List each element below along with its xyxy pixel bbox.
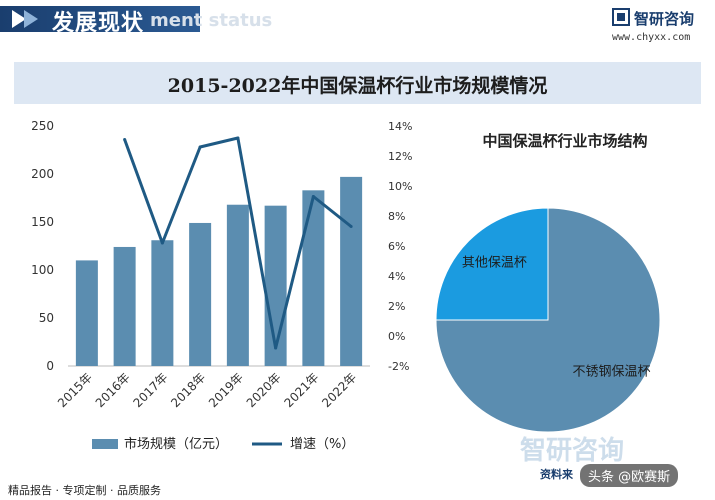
bar [75, 260, 98, 366]
growth-point [198, 145, 202, 149]
y-right-tick-label: 10% [388, 180, 412, 193]
x-tick-label: 2020年 [244, 370, 284, 410]
legend-swatch-bar [92, 439, 118, 449]
chart-title: 2015-2022年中国保温杯行业市场规模情况 [167, 75, 548, 97]
y-right-tick-label: 0% [388, 330, 405, 343]
bar [302, 190, 325, 366]
y-right-tick-label: -2% [388, 360, 409, 373]
growth-point [236, 136, 240, 140]
logo-name: 智研咨询 [634, 10, 695, 28]
y-left-tick-label: 0 [46, 359, 54, 373]
bar-line-chart: 0 50 100 150 200 250 -2% 0% 2% 4% 6% 8% 10% 12% 14% 201… [31, 119, 412, 452]
legend-label-line: 增速（%） [290, 437, 354, 452]
logo-icon [612, 8, 630, 26]
y-right-tick-label: 4% [388, 270, 405, 283]
y-left-tick-label: 250 [31, 119, 54, 133]
bar [189, 222, 212, 366]
y-right-tick-label: 8% [388, 210, 405, 223]
bar [226, 204, 249, 366]
footer-source: 资料来 [540, 468, 573, 481]
logo: 智研咨询 www.chyxx.com [612, 6, 712, 46]
arrow-icon [12, 10, 38, 28]
growth-point [274, 346, 278, 350]
chart-title-band: 2015-2022年中国保温杯行业市场规模情况 [14, 62, 701, 104]
pie-slice-label: 不锈钢保温杯 [573, 365, 651, 380]
legend-label-bar: 市场规模（亿元） [124, 436, 228, 452]
growth-point [160, 241, 164, 245]
watermark-logo: 智研咨询 [520, 436, 625, 466]
pie-slice-label: 其他保温杯 [462, 255, 527, 270]
growth-point [311, 195, 315, 198]
x-tick-label: 2018年 [168, 370, 208, 410]
growth-point [123, 138, 127, 141]
x-tick-label: 2016年 [93, 370, 133, 410]
x-tick-label: 2022年 [319, 370, 359, 410]
logo-url: www.chyxx.com [612, 32, 691, 43]
bar [113, 246, 136, 366]
x-tick-label: 2015年 [55, 370, 95, 410]
pie-chart: 不锈钢保温杯 其他保温杯 [435, 207, 661, 433]
header: 发展现状 ment status 智研咨询 www.chyxx.com [0, 0, 715, 52]
bar [151, 240, 174, 366]
y-left-tick-label: 100 [31, 263, 54, 277]
footer: 精品报告 · 专项定制 · 品质服务 [0, 478, 715, 500]
y-right-tick-label: 6% [388, 240, 405, 253]
x-tick-label: 2017年 [131, 370, 171, 410]
growth-point [349, 225, 353, 228]
y-right-tick-label: 2% [388, 300, 405, 313]
pie-slice [435, 207, 549, 321]
header-title: 发展现状 [52, 11, 145, 36]
bar [340, 176, 363, 366]
y-left-tick-label: 50 [39, 311, 54, 325]
pie-title: 中国保温杯行业市场结构 [482, 132, 648, 150]
footer-text: 精品报告 · 专项定制 · 品质服务 [8, 484, 161, 497]
y-left-tick-label: 150 [31, 215, 54, 229]
x-tick-label: 2019年 [206, 370, 246, 410]
x-tick-label: 2021年 [282, 370, 322, 410]
y-right-tick-label: 12% [388, 150, 412, 163]
header-subtitle: ment status [150, 10, 273, 31]
author-badge: 头条 @欧赛斯 [580, 464, 679, 487]
y-left-tick-label: 200 [31, 167, 54, 181]
y-right-tick-label: 14% [388, 120, 412, 133]
